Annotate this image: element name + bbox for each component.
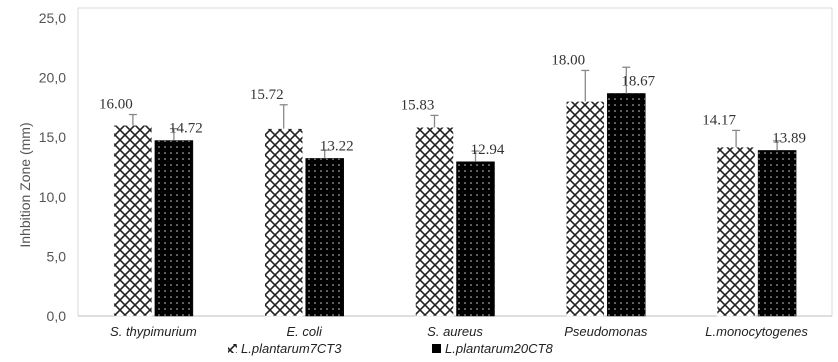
y-axis: 0,0 5,0 10,0 15,0 20,0 25,0 [39,10,66,324]
bar-l-plantarum7ct3 [264,128,303,317]
data-label: 13.22 [320,138,354,154]
y-tick-label: 20,0 [39,70,66,86]
bar-l-plantarum20ct8 [757,150,797,317]
data-label: 13.89 [772,130,806,146]
x-tick-label: S. aureus [427,324,483,339]
bar-l-plantarum20ct8 [456,161,495,317]
data-label: 15.72 [250,87,284,103]
data-label: 18.00 [551,52,585,68]
x-axis: S. thypimurium E. coli S. aureus Pseudomona… [110,324,808,339]
legend: L.plantarum7CT3 L.plantarum20CT8 [228,341,553,356]
bar-l-plantarum20ct8 [607,93,646,317]
bar-l-plantarum7ct3 [113,125,153,317]
x-tick-label: Pseudomonas [564,324,648,339]
legend-swatch [432,344,441,353]
bar-l-plantarum7ct3 [566,101,605,317]
data-label: 15.83 [401,97,435,113]
data-labels: 16.00 14.72 15.72 13.22 15.83 12.94 18.00 18.67… [99,52,806,157]
plot-frame [77,7,833,317]
y-tick-label: 25,0 [39,10,66,26]
y-tick-label: 15,0 [39,129,66,145]
data-label: 14.17 [702,112,736,128]
data-label: 18.67 [621,73,655,89]
bar-l-plantarum7ct3 [415,127,454,317]
error-bars [128,66,782,162]
bar-l-plantarum20ct8 [305,158,344,317]
bars [113,93,797,317]
x-tick-label: L.monocytogenes [705,324,808,339]
data-label: 12.94 [471,142,505,158]
y-tick-label: 10,0 [39,189,66,205]
y-axis-title: Inhbition Zone (mm) [17,122,33,247]
bar-l-plantarum20ct8 [154,140,194,317]
data-label: 16.00 [99,97,133,113]
x-tick-label: E. coli [286,324,323,339]
legend-label: L.plantarum7CT3 [241,341,342,356]
legend-swatch [228,344,237,353]
x-tick-label: S. thypimurium [110,324,197,339]
y-tick-label: 5,0 [47,248,67,264]
y-tick-label: 0,0 [47,308,67,324]
bar-l-plantarum7ct3 [716,146,756,317]
data-label: 14.72 [169,121,203,137]
legend-label: L.plantarum20CT8 [445,341,553,356]
